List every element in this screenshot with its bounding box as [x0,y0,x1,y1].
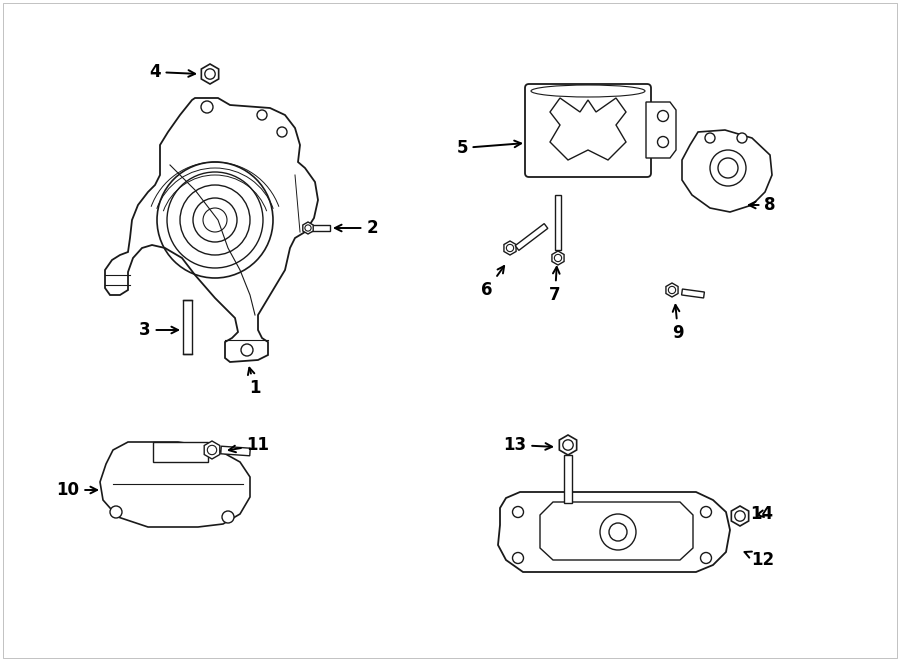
Polygon shape [220,446,250,456]
Circle shape [222,511,234,523]
Circle shape [562,440,573,450]
Polygon shape [515,223,548,251]
Text: 1: 1 [248,368,261,397]
Polygon shape [554,195,562,250]
Polygon shape [666,283,678,297]
Circle shape [700,506,712,518]
Polygon shape [308,225,330,231]
Polygon shape [646,102,676,158]
FancyBboxPatch shape [525,84,651,177]
Text: 2: 2 [335,219,378,237]
Polygon shape [302,222,313,234]
Text: 8: 8 [749,196,776,214]
Circle shape [718,158,738,178]
Circle shape [669,286,676,293]
Text: 9: 9 [672,305,684,342]
Circle shape [700,553,712,563]
Text: 6: 6 [482,266,504,299]
Text: 7: 7 [549,267,561,304]
Polygon shape [682,130,772,212]
Circle shape [201,101,213,113]
Circle shape [658,137,669,147]
Polygon shape [550,98,626,160]
Circle shape [512,553,524,563]
Polygon shape [681,289,705,298]
Circle shape [609,523,627,541]
Text: 14: 14 [751,505,774,523]
Polygon shape [183,300,192,354]
Text: 3: 3 [140,321,178,339]
Text: 13: 13 [503,436,552,454]
Text: 11: 11 [229,436,269,454]
Polygon shape [564,455,572,503]
Polygon shape [105,98,318,362]
Polygon shape [540,502,693,560]
Text: 5: 5 [456,139,521,157]
Circle shape [257,110,267,120]
Circle shape [241,344,253,356]
Circle shape [305,225,311,231]
Circle shape [734,511,745,522]
Circle shape [705,133,715,143]
Circle shape [110,506,122,518]
Circle shape [737,133,747,143]
Circle shape [207,446,217,455]
Text: 10: 10 [57,481,97,499]
Circle shape [658,110,669,122]
Circle shape [512,506,524,518]
Circle shape [600,514,636,550]
Polygon shape [100,442,250,527]
Text: 4: 4 [149,63,195,81]
Polygon shape [552,251,564,265]
Polygon shape [504,241,516,255]
Circle shape [554,254,562,262]
Circle shape [277,127,287,137]
Ellipse shape [531,85,645,97]
Polygon shape [204,441,220,459]
Polygon shape [732,506,749,526]
Polygon shape [153,442,208,462]
Polygon shape [202,64,219,84]
Circle shape [710,150,746,186]
Polygon shape [559,435,577,455]
Polygon shape [498,492,730,572]
Text: 12: 12 [744,551,775,569]
Circle shape [205,69,215,79]
Circle shape [507,245,514,252]
